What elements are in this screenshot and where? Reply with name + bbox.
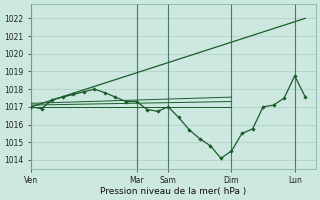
X-axis label: Pression niveau de la mer( hPa ): Pression niveau de la mer( hPa ): [100, 187, 247, 196]
